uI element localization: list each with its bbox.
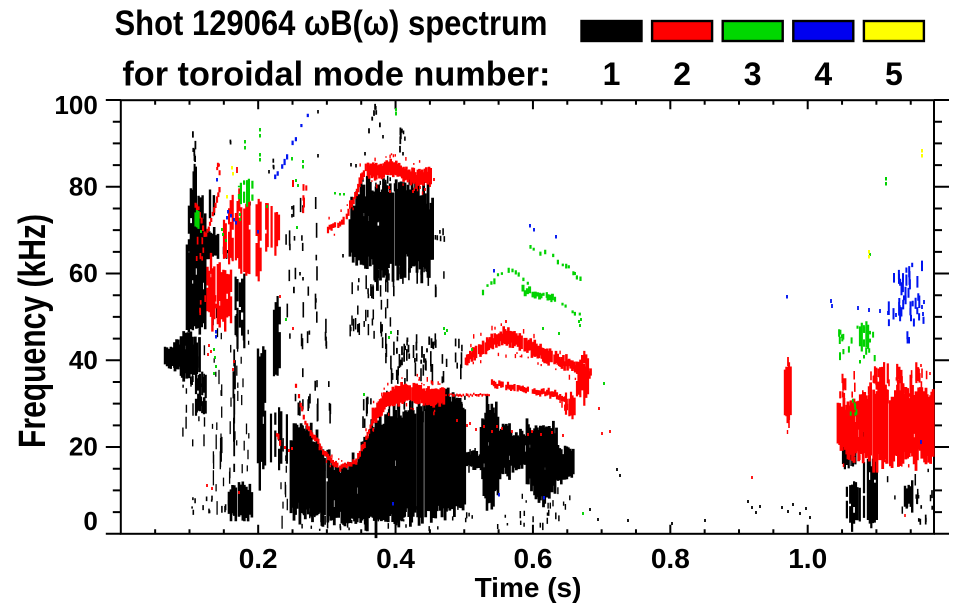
svg-text:Frequency (kHz): Frequency (kHz) <box>12 214 54 448</box>
svg-text:3: 3 <box>744 56 762 92</box>
svg-text:60: 60 <box>69 258 98 288</box>
svg-text:Shot 129064 ωB(ω) spectrum: Shot 129064 ωB(ω) spectrum <box>115 4 548 43</box>
svg-text:5: 5 <box>885 56 903 92</box>
svg-text:for toroidal mode number:: for toroidal mode number: <box>122 56 550 94</box>
svg-text:80: 80 <box>69 171 98 201</box>
svg-text:0.2: 0.2 <box>239 543 278 574</box>
svg-text:0: 0 <box>83 506 97 536</box>
svg-text:0.4: 0.4 <box>376 543 415 574</box>
svg-text:0.8: 0.8 <box>651 543 690 574</box>
svg-text:2: 2 <box>673 56 691 92</box>
svg-text:20: 20 <box>69 432 98 462</box>
svg-text:1: 1 <box>603 56 621 92</box>
svg-text:1.0: 1.0 <box>788 543 827 574</box>
svg-text:0.6: 0.6 <box>513 543 552 574</box>
svg-text:40: 40 <box>69 345 98 375</box>
svg-text:Time (s): Time (s) <box>475 572 582 603</box>
svg-text:4: 4 <box>814 56 832 92</box>
svg-text:100: 100 <box>54 90 97 120</box>
